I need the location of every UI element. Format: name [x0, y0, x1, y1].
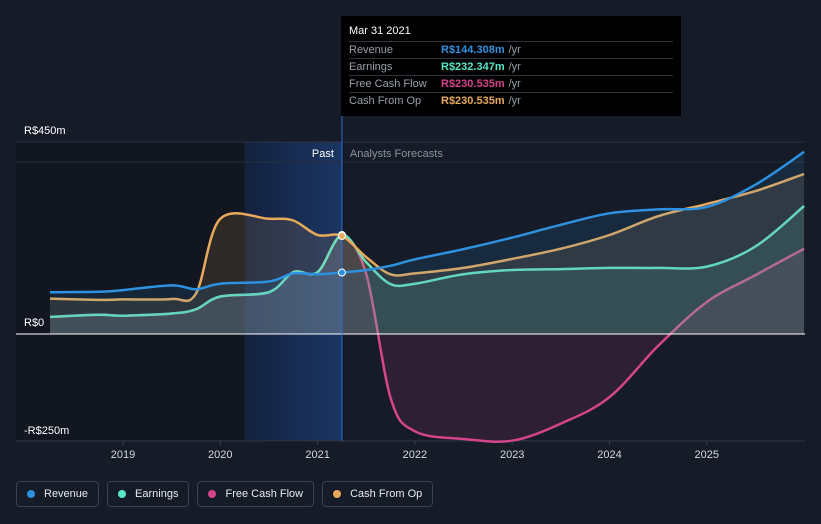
cash-from-op-line: [49, 172, 805, 303]
tooltip-fcf-label: Free Cash Flow: [349, 78, 427, 90]
highlight-region: [244, 142, 342, 441]
revenue-area: [50, 151, 805, 334]
hover-tooltip: Mar 31 2021 Revenue R$144.308m /yr Earni…: [341, 16, 681, 116]
y-tick-label: R$450m: [24, 125, 66, 137]
legend-revenue-dot-icon: [27, 490, 35, 498]
tooltip-revenue-value: R$144.308m: [441, 44, 505, 56]
x-tick-label: 2020: [208, 449, 232, 461]
revenue-marker: [337, 268, 346, 277]
legend-free-cash-flow-button[interactable]: Free Cash Flow: [197, 481, 315, 507]
legend-cash-from-op-button[interactable]: Cash From Op: [322, 481, 434, 507]
tooltip-earnings-unit: /yr: [508, 61, 521, 73]
tooltip-fcf-value: R$230.535m: [441, 78, 505, 90]
tooltip-row-cash-from-op: Cash From Op R$230.535m /yr: [349, 92, 673, 109]
x-tick-label: 2021: [305, 449, 329, 461]
tooltip-earnings-value: R$232.347m: [441, 61, 505, 73]
x-tick-label: 2023: [500, 449, 524, 461]
x-tick-label: 2019: [111, 449, 135, 461]
legend-earnings-button[interactable]: Earnings: [107, 481, 190, 507]
cash-from-op-marker: [337, 231, 346, 240]
tooltip-cfo-label: Cash From Op: [349, 95, 422, 107]
y-tick-label: -R$250m: [24, 425, 69, 437]
tooltip-revenue-unit: /yr: [508, 44, 521, 56]
legend-revenue-button[interactable]: Revenue: [16, 481, 100, 507]
legend-cfo-dot-icon: [333, 490, 342, 498]
legend-cfo-label: Cash From Op: [350, 488, 423, 500]
tooltip-revenue-label: Revenue: [349, 44, 394, 56]
legend-earnings-dot-icon: [118, 490, 127, 498]
tooltip-cfo-value: R$230.535m: [441, 95, 505, 107]
x-tick-label: 2024: [597, 449, 621, 461]
tooltip-row-earnings: Earnings R$232.347m /yr: [349, 58, 673, 75]
legend-earnings-label: Earnings: [135, 488, 179, 500]
forecast-label: Analysts Forecasts: [350, 148, 443, 160]
revenue-line: [49, 150, 805, 294]
chart-legend: Revenue Earnings Free Cash Flow Cash Fro…: [16, 481, 434, 507]
x-tick-label: 2025: [695, 449, 719, 461]
tooltip-earnings-label: Earnings: [349, 61, 393, 73]
tooltip-cfo-unit: /yr: [508, 95, 521, 107]
legend-fcf-label: Free Cash Flow: [225, 488, 304, 500]
tooltip-row-free-cash-flow: Free Cash Flow R$230.535m /yr: [349, 75, 673, 92]
legend-revenue-label: Revenue: [44, 488, 89, 500]
tooltip-row-revenue: Revenue R$144.308m /yr: [349, 41, 673, 58]
tooltip-date: Mar 31 2021: [349, 25, 411, 37]
x-tick-label: 2022: [403, 449, 427, 461]
legend-fcf-dot-icon: [208, 490, 217, 498]
y-tick-label: R$0: [24, 317, 44, 329]
tooltip-fcf-unit: /yr: [508, 78, 521, 90]
earnings-area: [50, 206, 805, 334]
past-label: Past: [312, 148, 334, 160]
earnings-line: [49, 205, 805, 319]
